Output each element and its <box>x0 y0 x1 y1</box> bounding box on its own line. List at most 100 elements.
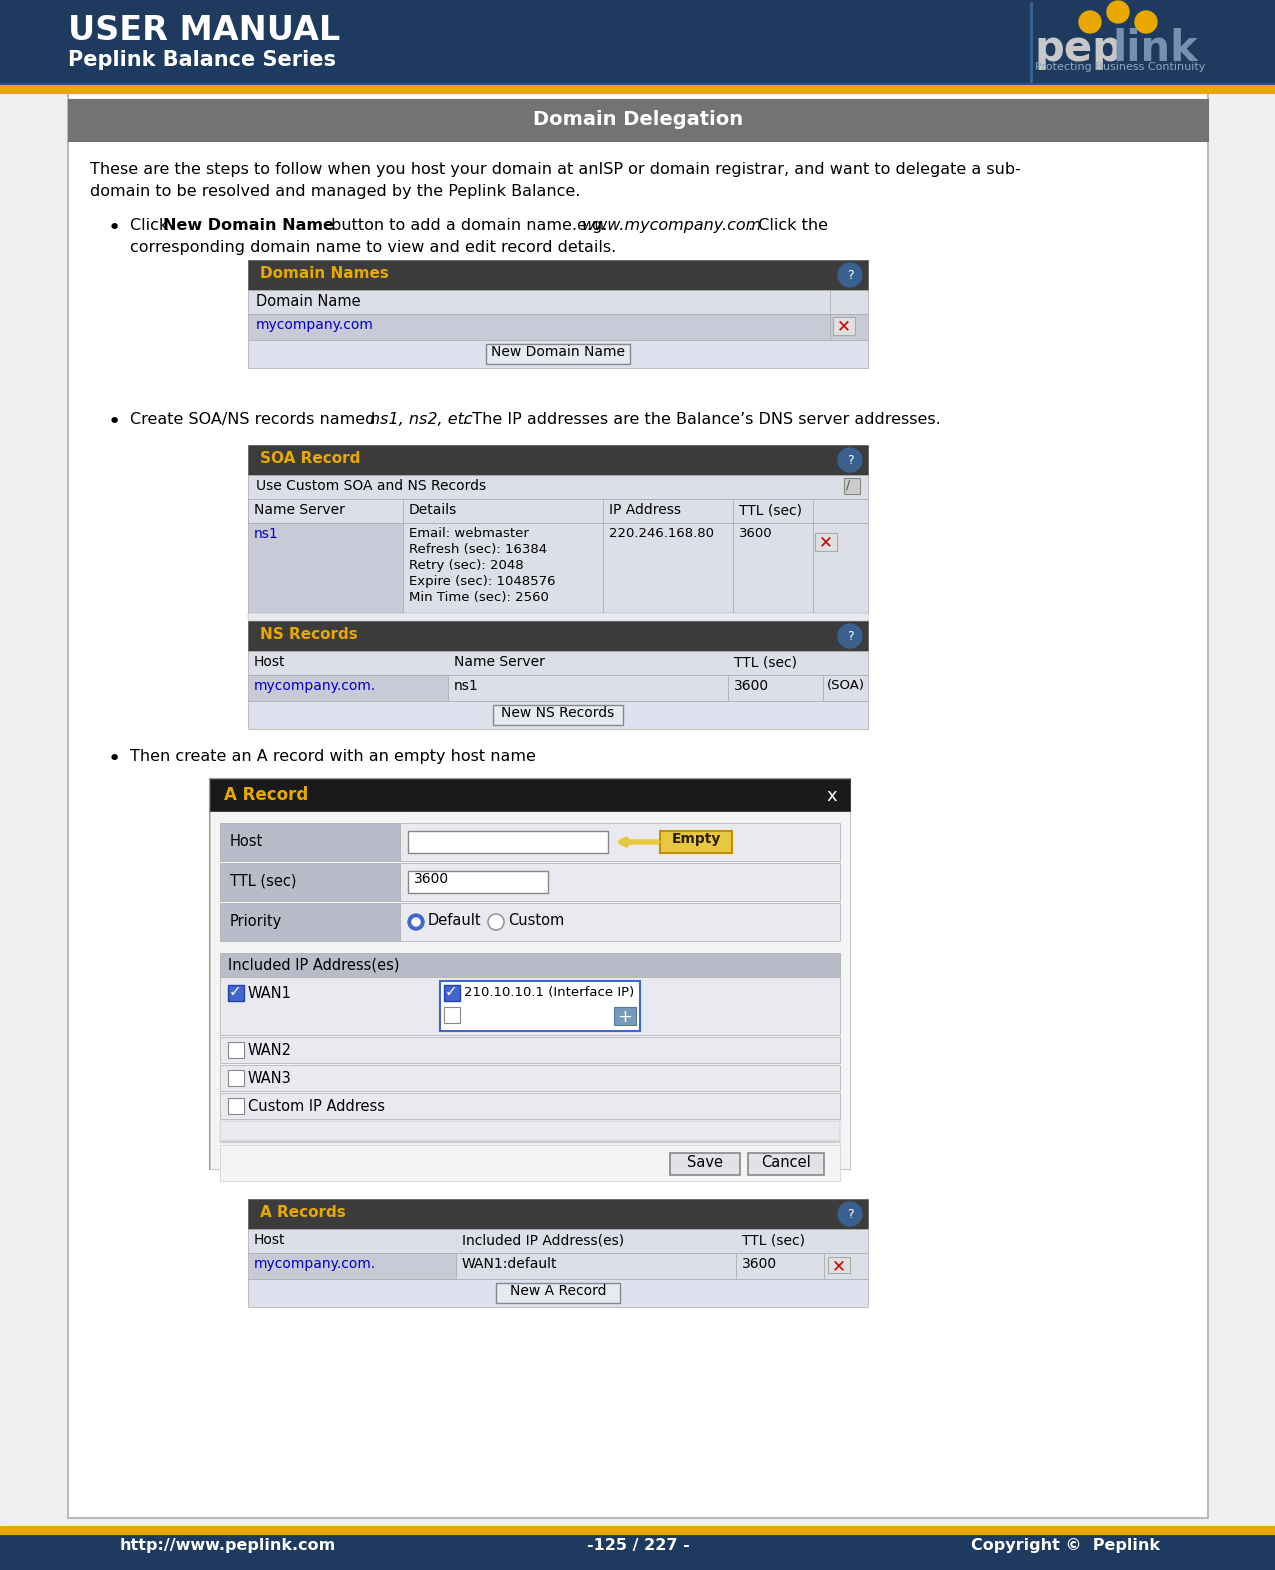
Text: 3600: 3600 <box>740 528 773 540</box>
Bar <box>0 83 1275 85</box>
Bar <box>733 499 813 523</box>
Bar <box>249 341 868 367</box>
Text: ✕: ✕ <box>838 317 850 334</box>
Text: corresponding domain name to view and edit record details.: corresponding domain name to view and ed… <box>130 240 616 254</box>
Text: Copyright ©  Peplink: Copyright © Peplink <box>972 1539 1160 1553</box>
Bar <box>615 1006 636 1025</box>
Bar <box>603 499 733 523</box>
Text: Included IP Address(es): Included IP Address(es) <box>462 1232 625 1247</box>
Bar <box>0 1534 1275 1570</box>
Text: . Click the: . Click the <box>748 218 827 232</box>
Bar <box>408 871 548 893</box>
Bar <box>221 1121 840 1141</box>
Text: These are the steps to follow when you host your domain at anISP or domain regis: These are the steps to follow when you h… <box>91 162 1021 177</box>
Text: IP Address: IP Address <box>609 502 681 517</box>
Text: Domain Delegation: Domain Delegation <box>533 110 743 129</box>
Text: Custom: Custom <box>507 914 565 928</box>
Text: ✓: ✓ <box>445 984 458 999</box>
Text: Priority: Priority <box>230 914 282 929</box>
Bar <box>833 317 856 334</box>
Text: TTL (sec): TTL (sec) <box>740 502 802 517</box>
Text: Use Custom SOA and NS Records: Use Custom SOA and NS Records <box>256 479 486 493</box>
Text: Protecting Business Continuity: Protecting Business Continuity <box>1035 61 1205 72</box>
Bar <box>228 1071 244 1086</box>
Text: Host: Host <box>254 1232 286 1247</box>
Text: 3600: 3600 <box>742 1258 778 1272</box>
Text: 210.10.10.1 (Interface IP): 210.10.10.1 (Interface IP) <box>464 986 634 999</box>
Bar <box>228 984 244 1002</box>
Bar <box>249 444 868 476</box>
Text: •: • <box>108 218 121 239</box>
Text: Save: Save <box>687 1156 723 1170</box>
Bar <box>210 812 850 1170</box>
Text: Domain Names: Domain Names <box>260 265 389 281</box>
Bar <box>221 903 400 940</box>
Bar <box>249 499 868 523</box>
Bar <box>221 864 400 901</box>
Circle shape <box>838 447 862 473</box>
Bar <box>815 532 836 551</box>
Text: ns1, ns2, etc: ns1, ns2, etc <box>370 411 473 427</box>
Bar <box>603 523 733 612</box>
Bar <box>844 477 861 495</box>
Text: 220.246.168.80: 220.246.168.80 <box>609 528 714 540</box>
Bar <box>249 1253 456 1280</box>
Text: New A Record: New A Record <box>510 1284 606 1298</box>
Text: link: link <box>1113 28 1198 71</box>
Bar <box>444 984 460 1002</box>
Bar <box>221 953 840 977</box>
Bar <box>444 1006 460 1024</box>
Text: ns1: ns1 <box>254 528 279 542</box>
Text: Name Server: Name Server <box>254 502 344 517</box>
Bar <box>493 705 623 725</box>
Text: A Records: A Records <box>260 1206 346 1220</box>
Bar <box>68 93 1207 1518</box>
Bar <box>728 675 822 700</box>
Text: www.mycompany.com: www.mycompany.com <box>581 218 762 232</box>
Bar <box>660 831 732 853</box>
Circle shape <box>1107 2 1128 24</box>
Text: mycompany.com.: mycompany.com. <box>254 678 376 692</box>
Bar <box>1030 2 1031 82</box>
Bar <box>249 612 868 622</box>
Bar <box>822 675 868 700</box>
Bar <box>221 823 400 860</box>
Bar <box>249 1199 868 1229</box>
Bar <box>249 499 403 523</box>
Bar <box>249 476 868 499</box>
Text: Click: Click <box>130 218 173 232</box>
Text: Host: Host <box>254 655 286 669</box>
Bar <box>249 700 868 728</box>
Text: -125 / 227 -: -125 / 227 - <box>586 1539 690 1553</box>
Text: Custom IP Address: Custom IP Address <box>249 1099 385 1115</box>
Text: TTL (sec): TTL (sec) <box>230 874 297 889</box>
Text: domain to be resolved and managed by the Peplink Balance.: domain to be resolved and managed by the… <box>91 184 580 199</box>
Text: ✕: ✕ <box>833 1258 845 1275</box>
Text: Peplink Balance Series: Peplink Balance Series <box>68 50 337 71</box>
Text: New NS Records: New NS Records <box>501 706 615 721</box>
Text: WAN1:default: WAN1:default <box>462 1258 557 1272</box>
Text: ?: ? <box>847 1207 853 1221</box>
Bar <box>249 675 448 700</box>
Text: pep: pep <box>1035 28 1123 71</box>
Text: Host: Host <box>230 834 263 849</box>
Bar <box>221 1038 840 1063</box>
Text: ?: ? <box>847 454 853 466</box>
Text: •: • <box>108 749 121 769</box>
Bar <box>813 523 868 612</box>
Text: Min Time (sec): 2560: Min Time (sec): 2560 <box>409 590 548 604</box>
Bar <box>228 1042 244 1058</box>
Text: mycompany.com: mycompany.com <box>256 319 374 331</box>
Text: ?: ? <box>847 268 853 283</box>
Bar <box>249 523 403 612</box>
Text: WAN1: WAN1 <box>249 986 292 1002</box>
Text: Default: Default <box>428 914 482 928</box>
Text: Name Server: Name Server <box>454 655 544 669</box>
Text: A Record: A Record <box>224 787 309 804</box>
Text: WAN3: WAN3 <box>249 1071 292 1086</box>
Bar <box>210 779 850 812</box>
Text: x: x <box>826 787 838 805</box>
Text: Expire (sec): 1048576: Expire (sec): 1048576 <box>409 575 556 589</box>
Text: Included IP Address(es): Included IP Address(es) <box>228 958 399 973</box>
Text: Email: webmaster: Email: webmaster <box>409 528 529 540</box>
